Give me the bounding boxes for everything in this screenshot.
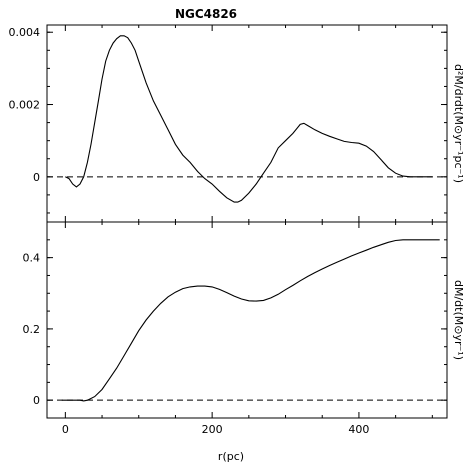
plot-frame-top	[46, 24, 448, 223]
panel-top: 0 0.002 0.004	[9, 24, 448, 223]
x-tick-label: 0	[62, 423, 69, 436]
x-tick-label: 200	[202, 423, 223, 436]
y-axis-label-top: d²M/drdt(M⊙yr⁻¹pc⁻¹)	[452, 64, 463, 183]
plot-frame-bottom	[46, 221, 448, 419]
y-tick-label-top: 0	[33, 171, 40, 184]
x-axis-label: r(pc)	[218, 450, 244, 463]
y-tick-label-bottom: 0	[33, 394, 40, 407]
series-line-top	[65, 35, 433, 203]
y-tick-label-top: 0.002	[9, 99, 41, 112]
panel-bottom: 0 0.2 0.4	[23, 221, 448, 419]
series-line-bottom	[61, 239, 440, 402]
y-axis-label-bottom: dM/dt(M⊙yr⁻¹)	[452, 280, 463, 360]
x-tick-label: 400	[348, 423, 369, 436]
y-tick-label-top: 0.004	[9, 26, 41, 39]
chart-title: NGC4826	[175, 7, 237, 21]
y-tick-label-bottom: 0.2	[23, 323, 41, 336]
y-tick-label-bottom: 0.4	[23, 252, 41, 265]
